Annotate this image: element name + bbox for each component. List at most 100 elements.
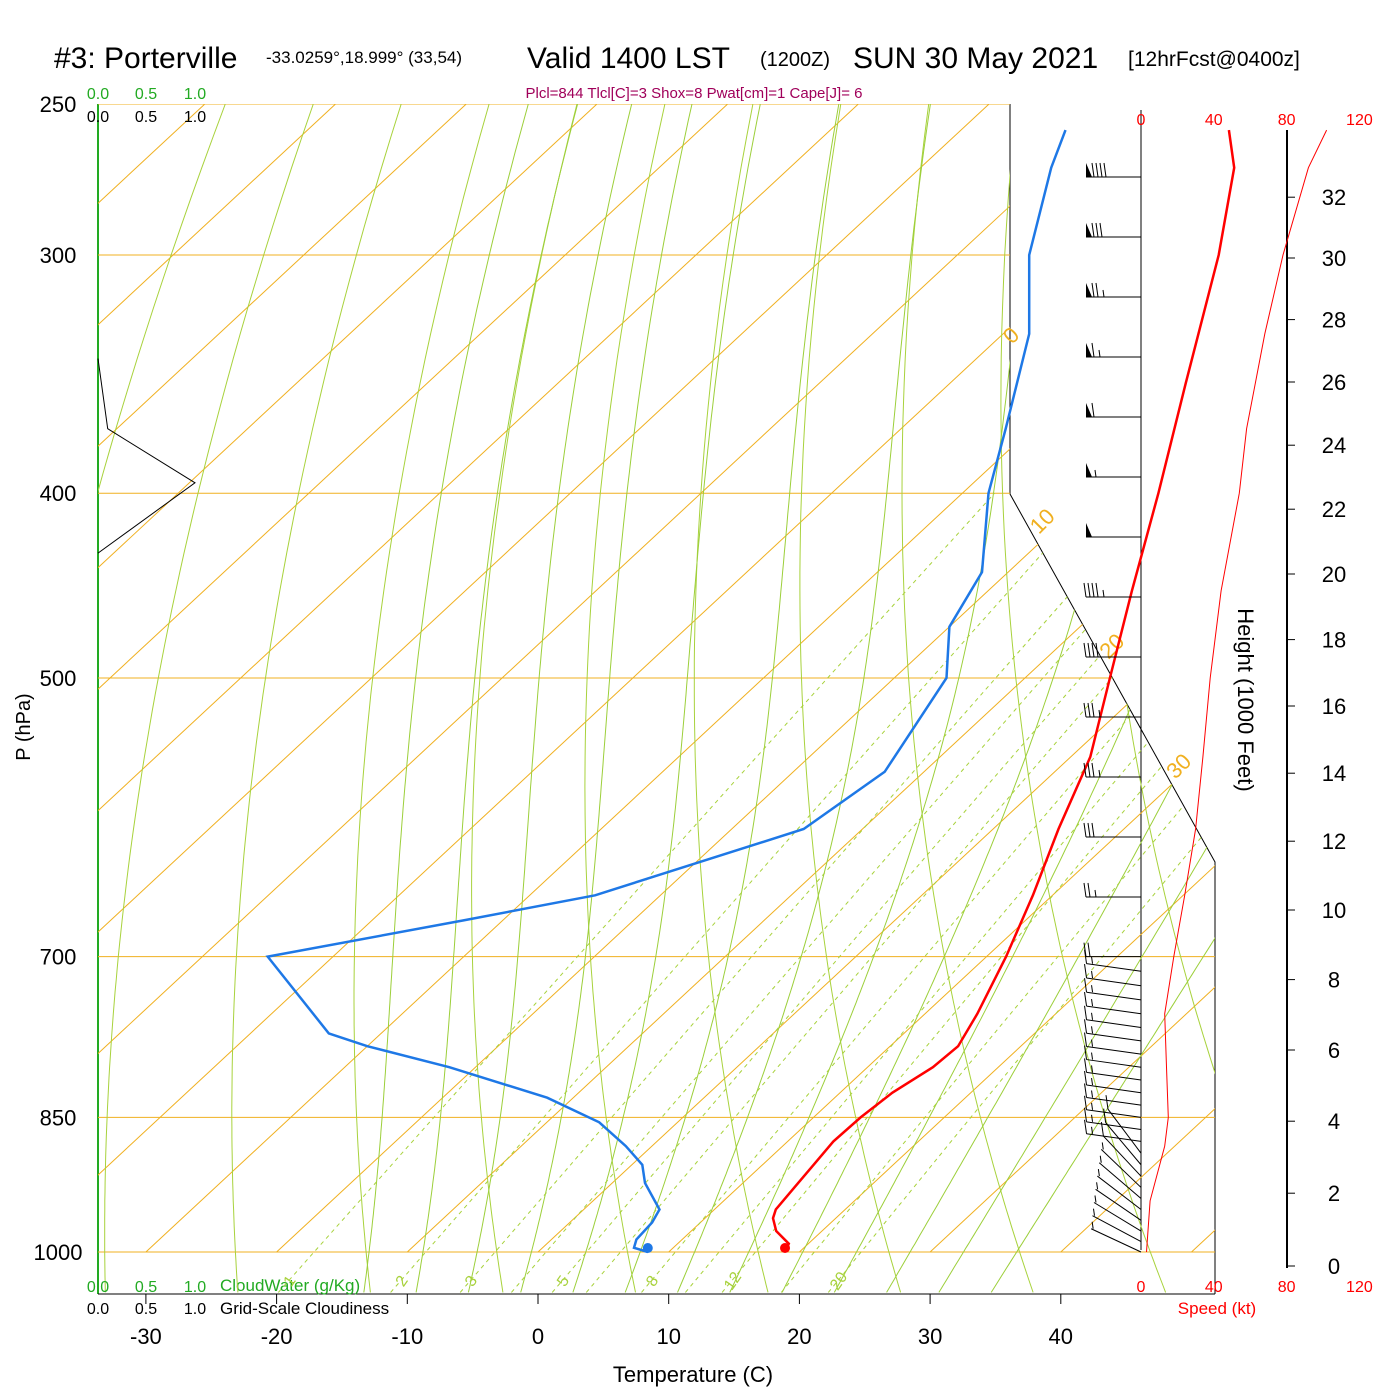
height-tick-label: 12	[1322, 829, 1346, 854]
mixing-ratio-label: 8	[643, 1273, 662, 1290]
isotherm-line	[98, 104, 990, 1253]
wind-barb	[1083, 582, 1141, 598]
height-tick-label: 14	[1322, 761, 1346, 786]
isotherm-label: 30	[1161, 749, 1196, 784]
wind-barb	[1084, 1119, 1142, 1142]
isotherm-line	[98, 104, 336, 1253]
wind-barb	[1086, 342, 1141, 358]
cloudiness-scale-label: 0.0	[87, 1301, 109, 1318]
x-tick-label: 30	[918, 1324, 942, 1349]
cloudiness-scale-label: 1.0	[184, 1301, 206, 1318]
wind-barb	[1084, 1019, 1142, 1042]
wind-barb-feather	[1095, 162, 1099, 178]
height-tick-label: 0	[1328, 1254, 1340, 1279]
pressure-tick-label: 700	[40, 945, 77, 970]
height-tick-label: 2	[1328, 1181, 1340, 1206]
mixing-ratio-line	[390, 492, 1097, 1293]
speed-tick-label: 80	[1278, 112, 1296, 129]
isotherm-line	[98, 104, 1121, 1253]
height-axis-title: Height (1000 Feet)	[1233, 608, 1258, 791]
wind-barb	[1084, 1032, 1142, 1055]
wind-barb	[1084, 1083, 1142, 1106]
height-tick-label: 22	[1322, 497, 1346, 522]
moist-adiabat-line	[415, 104, 579, 1293]
moist-adiabat-line	[677, 104, 931, 1293]
wind-barb-feather	[1091, 402, 1095, 418]
wind-barb	[1098, 1155, 1142, 1199]
wind-barb-shaft	[1086, 1096, 1142, 1106]
cloudwater-scale-label: 0.0	[87, 1279, 109, 1296]
wind-barb-half-feather	[1094, 889, 1097, 898]
wind-barb	[1084, 1058, 1142, 1081]
pressure-tick-label: 400	[40, 481, 77, 506]
wind-barb-feather	[1083, 882, 1087, 898]
wind-barb-feather	[1084, 1107, 1088, 1122]
wind-barb-shaft	[1086, 1019, 1142, 1028]
wind-barb-shaft	[1093, 1202, 1142, 1232]
cloudiness-label: Grid-Scale Cloudiness	[220, 1299, 389, 1318]
x-tick-label: 0	[532, 1324, 544, 1349]
wind-barb	[1100, 1142, 1142, 1188]
dry-adiabat-line	[1096, 104, 1215, 1293]
station-coords: -33.0259°,18.999° (33,54)	[266, 48, 462, 67]
dry-adiabat-line	[1189, 104, 1215, 1293]
dry-adiabat-line	[901, 104, 1034, 1293]
cloudwater-scale-label: 0.5	[135, 86, 157, 103]
wind-barb	[1084, 1070, 1142, 1094]
wind-barb-half-feather	[1091, 1026, 1094, 1034]
wind-barb-feather	[1084, 978, 1088, 993]
wind-barb	[1105, 1095, 1142, 1154]
wind-barb-feather	[1091, 822, 1095, 838]
wind-barb-feather	[1087, 822, 1091, 838]
dry-adiabat-line	[1368, 104, 1400, 1292]
x-tick-label: 10	[656, 1324, 680, 1349]
wind-barb-feather	[1103, 162, 1107, 178]
mixing-ratio-line	[721, 492, 1215, 1293]
wind-barb-half-feather	[1098, 349, 1101, 358]
wind-barb-half-feather	[1091, 985, 1094, 993]
wind-barb-feather	[1099, 162, 1103, 178]
wind-barb-shaft	[1098, 1162, 1142, 1199]
wind-barb-shaft	[1086, 977, 1142, 987]
wind-barb	[1086, 282, 1141, 298]
wind-barb-half-feather	[1096, 1182, 1099, 1190]
wind-barb-shaft	[1107, 1108, 1142, 1154]
dewpoint-line	[265, 129, 1067, 1254]
wind-barb-shaft	[1095, 1188, 1142, 1221]
wind-barb-shaft	[1086, 1005, 1142, 1015]
wind-barb-half-feather	[1102, 589, 1105, 598]
mixing-ratio-line	[685, 492, 1215, 1293]
wind-barb-feather	[1084, 1005, 1088, 1020]
isotherm-line	[98, 104, 467, 1253]
wind-barb-feather	[1083, 702, 1087, 718]
wind-barb-feather	[1084, 963, 1088, 979]
wind-barb-feather	[1083, 762, 1087, 778]
speed-tick-label: 120	[1346, 1279, 1373, 1296]
wind-barb-pennant	[1086, 163, 1092, 177]
wind-barb-feather	[1103, 1108, 1107, 1123]
height-tick-label: 16	[1322, 694, 1346, 719]
wind-barb-shaft	[1086, 963, 1142, 972]
wind-barb-half-feather	[1094, 1195, 1097, 1203]
isotherm-line	[98, 104, 728, 1253]
height-tick-label: 20	[1322, 562, 1346, 587]
dry-adiabat-line	[799, 104, 902, 1293]
mixing-ratio-line	[780, 492, 1215, 1293]
cloudiness-line	[97, 358, 196, 554]
station-title: #3: Porterville	[54, 42, 237, 75]
dry-adiabat-line	[584, 104, 666, 1293]
wind-barb-shaft	[1086, 1059, 1142, 1068]
moist-adiabat-line	[781, 104, 1167, 1293]
x-tick-label: -20	[261, 1324, 293, 1349]
isotherm-line	[1191, 104, 1215, 1253]
cloudwater-scale-label: 1.0	[184, 1279, 206, 1296]
height-tick-label: 24	[1322, 433, 1346, 458]
wind-barb	[1092, 1208, 1142, 1243]
wind-barb-half-feather	[1102, 289, 1105, 298]
wind-barb	[1086, 162, 1141, 178]
wind-barb-half-feather	[1091, 1065, 1094, 1073]
wind-barb-feather	[1087, 642, 1091, 658]
isotherm-line	[668, 104, 1215, 1253]
isotherm-line	[98, 104, 598, 1253]
